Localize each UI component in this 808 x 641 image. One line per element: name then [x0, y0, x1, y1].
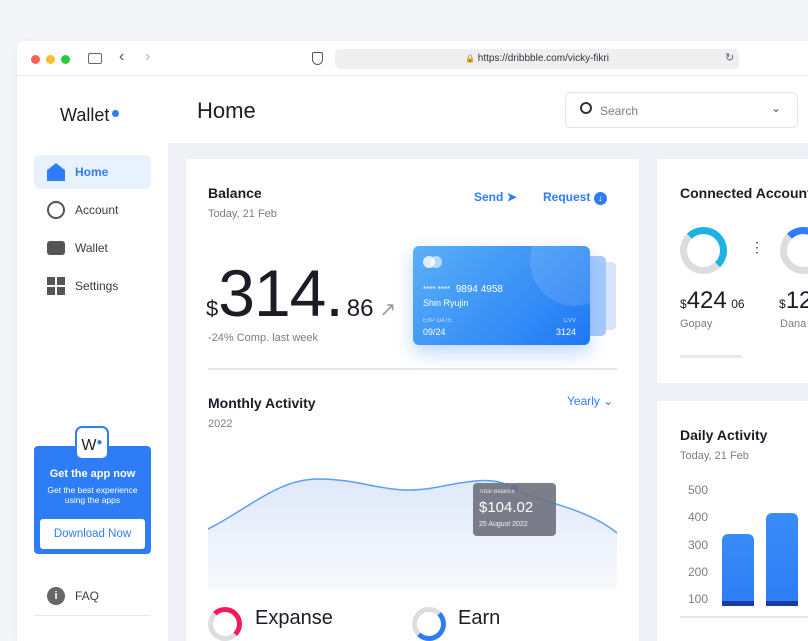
y-tick-label: 100	[688, 592, 709, 606]
sidebar-item-wallet[interactable]: Wallet	[34, 231, 151, 265]
earn-label: Earn	[458, 607, 501, 629]
carousel-indicator[interactable]	[680, 355, 742, 358]
balance-amount: $314. 86 ↗	[206, 256, 397, 330]
card-brand-icon	[430, 256, 442, 268]
search-input[interactable]: Search ⌄	[565, 92, 798, 128]
search-icon	[580, 102, 592, 114]
sidebar-toggle-icon[interactable]	[88, 53, 102, 64]
expense-label: Expanse	[255, 607, 333, 629]
connected-accounts-card: Connected Accounts ⋮ $424 06 Gopay $12 D…	[657, 159, 808, 383]
period-dropdown[interactable]: Yearly ⌄	[567, 394, 614, 408]
balance-card: Balance Today, 21 Feb Send ➤ Request ↓ $…	[186, 159, 639, 641]
daily-title: Daily Activity	[680, 427, 768, 443]
more-icon[interactable]: ⋮	[750, 239, 764, 255]
promo-subtitle-2: using the apps	[64, 495, 121, 505]
chart-tooltip: Total Balance $104.02 25 August 2022	[473, 483, 556, 536]
download-icon: ↓	[593, 192, 607, 205]
url-text: https://dribbble.com/vicky-fikri	[477, 53, 609, 64]
gopay-amount: $424 06	[680, 287, 745, 314]
info-icon: i	[47, 587, 65, 605]
y-tick-label: 200	[688, 564, 709, 579]
app-header: Wallet Home Search ⌄	[17, 76, 808, 143]
card-holder: Shin Ryujin	[423, 298, 469, 308]
forward-icon[interactable]: ›	[145, 48, 151, 65]
browser-window: ‹ › 🔒 https://dribbble.com/vicky-fikri ↻…	[17, 41, 808, 641]
sidebar-item-settings[interactable]: Settings	[34, 269, 151, 303]
wallet-icon	[47, 241, 65, 255]
balance-comparison: -24% Comp. last week	[208, 332, 319, 344]
dana-amount: $12	[779, 287, 808, 314]
settings-icon	[47, 277, 65, 295]
y-tick-label: 400	[688, 510, 709, 525]
minimize-window-button[interactable]	[46, 55, 55, 64]
shield-icon	[312, 52, 323, 65]
search-placeholder: Search	[600, 104, 639, 118]
maximize-window-button[interactable]	[61, 55, 70, 64]
daily-chart: 500 400 300 200 100	[657, 401, 808, 641]
send-icon: ➤	[506, 190, 517, 204]
dana-name: Dana	[780, 318, 807, 330]
card-exp: 09/24	[423, 327, 446, 337]
chevron-down-icon[interactable]: ⌄	[771, 101, 782, 115]
promo-subtitle: Get the best experience	[47, 485, 138, 495]
expense-donut	[208, 607, 242, 641]
home-icon	[47, 163, 65, 181]
sidebar-item-home[interactable]: Home	[34, 155, 151, 189]
card-number: 9894 4958	[455, 284, 503, 295]
daily-bar[interactable]	[766, 513, 798, 606]
daily-bar[interactable]	[722, 533, 754, 606]
back-icon[interactable]: ‹	[119, 48, 125, 65]
credit-card[interactable]: **** **** 9894 4958 Shin Ryujin EXP DATE…	[413, 246, 590, 345]
browser-toolbar: ‹ › 🔒 https://dribbble.com/vicky-fikri ↻	[17, 41, 808, 76]
arrow-up-right-icon: ↗	[379, 299, 397, 321]
lock-icon: 🔒	[465, 54, 476, 63]
axis-line	[680, 616, 808, 618]
brand-logo[interactable]: Wallet	[60, 105, 120, 126]
reload-icon[interactable]: ↻	[725, 52, 735, 64]
gopay-donut	[680, 227, 727, 274]
divider	[208, 368, 617, 370]
divider	[34, 615, 151, 616]
page-title: Home	[197, 98, 256, 123]
app-logo: W●	[75, 426, 109, 460]
daily-date: Today, 21 Feb	[680, 450, 749, 462]
connected-title: Connected Accounts	[680, 185, 808, 201]
daily-activity-card: Daily Activity Today, 21 Feb 500 400 300 20…	[657, 401, 808, 641]
balance-title: Balance	[208, 185, 262, 201]
promo-card: W● Get the app now Get the best experien…	[34, 426, 151, 554]
tooltip-value: $104.02	[479, 499, 534, 516]
address-bar[interactable]: 🔒 https://dribbble.com/vicky-fikri	[335, 49, 739, 69]
sidebar: Home Account Wallet Settings W● Get the …	[17, 143, 168, 641]
earn-donut	[412, 607, 446, 641]
card-cvv: 3124	[555, 327, 576, 337]
sidebar-item-account[interactable]: Account	[34, 193, 151, 227]
promo-title: Get the app now	[49, 468, 136, 480]
download-now-button[interactable]: Download Now	[40, 519, 145, 549]
y-tick-label: 500	[688, 483, 709, 497]
request-button[interactable]: Request ↓	[543, 190, 607, 205]
sidebar-item-faq[interactable]: i FAQ	[34, 579, 151, 613]
close-window-button[interactable]	[31, 55, 40, 64]
dana-donut	[780, 227, 808, 274]
balance-date: Today, 21 Feb	[208, 208, 277, 220]
monthly-year: 2022	[208, 418, 233, 430]
monthly-title: Monthly Activity	[208, 395, 316, 411]
y-tick-label: 300	[688, 537, 709, 552]
gopay-name: Gopay	[680, 318, 713, 330]
send-button[interactable]: Send ➤	[474, 190, 517, 204]
user-icon	[47, 201, 65, 219]
